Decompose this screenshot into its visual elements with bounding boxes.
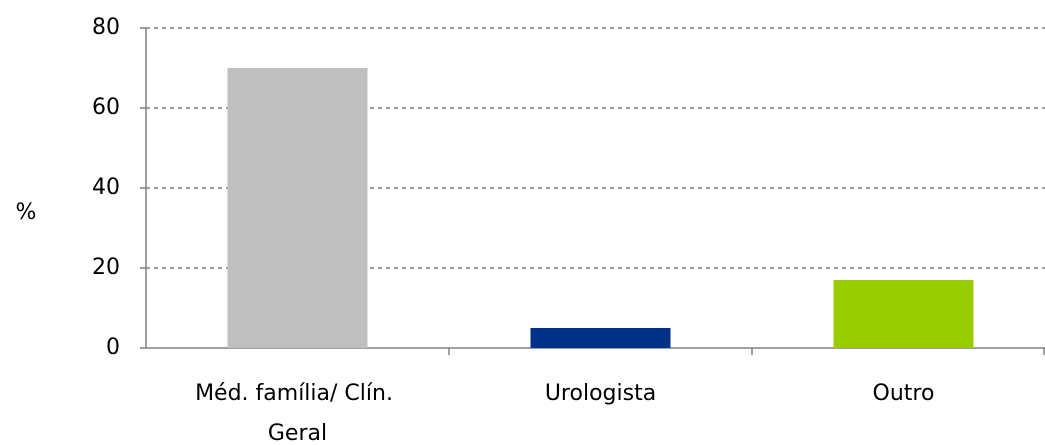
bar bbox=[530, 328, 671, 348]
bar bbox=[227, 68, 368, 348]
y-tick-label: 0 bbox=[106, 335, 120, 360]
x-tick-label: Outro bbox=[873, 381, 935, 406]
y-axis-label: % bbox=[16, 200, 37, 225]
bar bbox=[833, 280, 974, 348]
y-tick-label: 40 bbox=[92, 175, 120, 200]
x-tick-label: Méd. família/ Clín. Geral bbox=[195, 381, 400, 445]
y-tick-label: 20 bbox=[92, 255, 120, 280]
x-tick-label: Urologista bbox=[545, 381, 656, 406]
y-tick-label: 60 bbox=[92, 95, 120, 120]
y-tick-label: 80 bbox=[92, 15, 120, 40]
